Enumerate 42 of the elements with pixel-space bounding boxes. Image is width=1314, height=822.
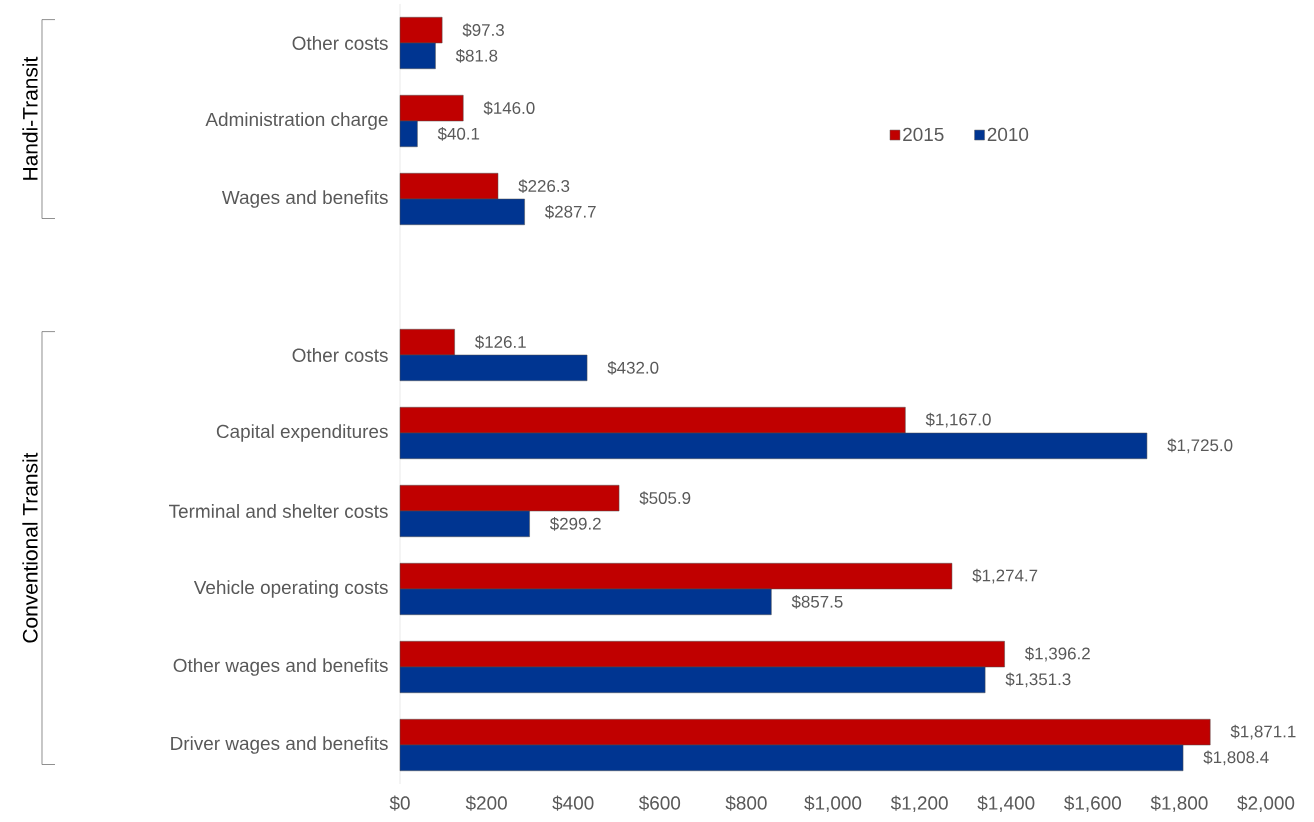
data-label: $1,167.0	[925, 412, 991, 428]
y-tick-label: Wages and benefits	[221, 190, 388, 208]
x-tick-label: $0	[389, 795, 410, 811]
x-tick-label: $600	[638, 795, 681, 811]
x-tick-label: $800	[725, 795, 767, 811]
legend-label: 2010	[987, 127, 1029, 142]
data-label: $432.0	[607, 361, 659, 375]
data-label: $81.8	[455, 49, 498, 63]
x-tick-label: $1,400	[977, 795, 1035, 812]
x-tick-label: $1,000	[804, 795, 862, 812]
x-tick-label: $200	[465, 795, 507, 811]
data-label: $299.2	[549, 517, 601, 531]
data-label: $505.9	[639, 491, 691, 505]
data-label: $1,871.1	[1230, 724, 1296, 740]
y-tick-label: Other wages and benefits	[173, 658, 388, 676]
y-tick-label: Driver wages and benefits	[171, 736, 388, 754]
data-label: $40.1	[437, 127, 480, 141]
data-label: $1,274.7	[972, 568, 1038, 584]
y-tick-label: Vehicle operating costs	[193, 580, 388, 598]
data-label: $1,351.3	[1005, 672, 1071, 688]
x-tick-label: $1,800	[1150, 795, 1208, 812]
text: Conventional Transit	[22, 452, 38, 643]
data-label: $1,396.2	[1024, 646, 1090, 662]
y-tick-label: Administration charge	[205, 112, 388, 130]
y-tick-label: Capital expenditures	[216, 424, 388, 442]
y-tick-label: Terminal and shelter costs	[169, 504, 388, 518]
data-label: $857.5	[791, 595, 843, 609]
data-label: $97.3	[462, 23, 504, 37]
text: Handi-Transit	[22, 56, 38, 180]
y-tick-label: Other costs	[292, 348, 388, 362]
x-tick-label: $1,200	[890, 795, 948, 812]
x-tick-label: $2,000	[1237, 795, 1295, 812]
legend-label: 2015	[903, 127, 944, 142]
x-tick-label: $1,600	[1064, 795, 1121, 812]
data-label: $126.1	[474, 335, 526, 349]
x-tick-label: $400	[552, 795, 594, 811]
data-label: $146.0	[483, 101, 535, 115]
y-tick-label: Other costs	[292, 36, 388, 50]
data-label: $1,725.0	[1167, 438, 1233, 454]
data-label: $226.3	[518, 179, 570, 193]
data-label: $287.7	[544, 205, 596, 219]
data-label: $1,808.4	[1203, 750, 1269, 766]
